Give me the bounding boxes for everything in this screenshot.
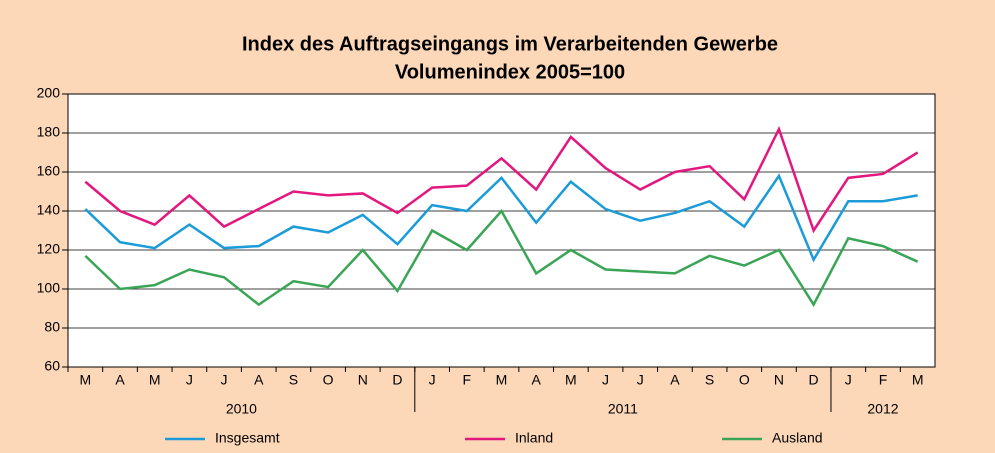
x-tick-label: O xyxy=(323,372,334,388)
y-tick-label: 60 xyxy=(44,358,60,374)
legend-label: Ausland xyxy=(772,430,823,446)
plot-area xyxy=(68,94,935,367)
x-tick-label: F xyxy=(879,372,888,388)
x-tick-label: J xyxy=(637,372,644,388)
x-tick-label: M xyxy=(496,372,508,388)
y-tick-label: 100 xyxy=(37,280,61,296)
x-tick-label: D xyxy=(809,372,819,388)
x-tick-label: F xyxy=(463,372,472,388)
x-tick-label: J xyxy=(602,372,609,388)
series-line xyxy=(84,125,919,234)
x-tick-label: J xyxy=(221,372,228,388)
x-tick-label: A xyxy=(670,372,680,388)
x-tick-label: M xyxy=(912,372,924,388)
x-tick-label: J xyxy=(845,372,852,388)
x-tick-label: A xyxy=(532,372,542,388)
x-tick-label: S xyxy=(289,372,298,388)
x-tick-label: J xyxy=(429,372,436,388)
y-tick-label: 120 xyxy=(37,241,61,257)
plot-border xyxy=(67,93,936,368)
x-tick-label: O xyxy=(739,372,750,388)
x-tick-label: J xyxy=(186,372,193,388)
year-label: 2012 xyxy=(867,401,898,417)
legend-label: Inland xyxy=(515,430,553,446)
y-tick-label: 160 xyxy=(37,163,61,179)
x-tick-label: S xyxy=(705,372,714,388)
chart-title: Index des Auftragseingangs im Verarbeite… xyxy=(242,33,778,55)
y-tick-label: 180 xyxy=(37,124,61,140)
x-tick-label: M xyxy=(149,372,161,388)
y-tick-label: 200 xyxy=(37,85,61,101)
legend-label: Insgesamt xyxy=(215,430,280,446)
x-tick-label: A xyxy=(115,372,125,388)
y-tick-label: 140 xyxy=(37,202,61,218)
x-tick-label: N xyxy=(774,372,784,388)
y-tick-label: 80 xyxy=(44,319,60,335)
series-line xyxy=(84,208,919,308)
chart-subtitle: Volumenindex 2005=100 xyxy=(395,61,625,83)
year-label: 2011 xyxy=(608,401,638,417)
x-tick-label: D xyxy=(392,372,402,388)
x-tick-label: N xyxy=(358,372,368,388)
x-tick-label: M xyxy=(565,372,577,388)
x-tick-label: A xyxy=(254,372,264,388)
x-tick-label: M xyxy=(80,372,92,388)
year-label: 2010 xyxy=(226,401,257,417)
series-line xyxy=(84,173,918,263)
